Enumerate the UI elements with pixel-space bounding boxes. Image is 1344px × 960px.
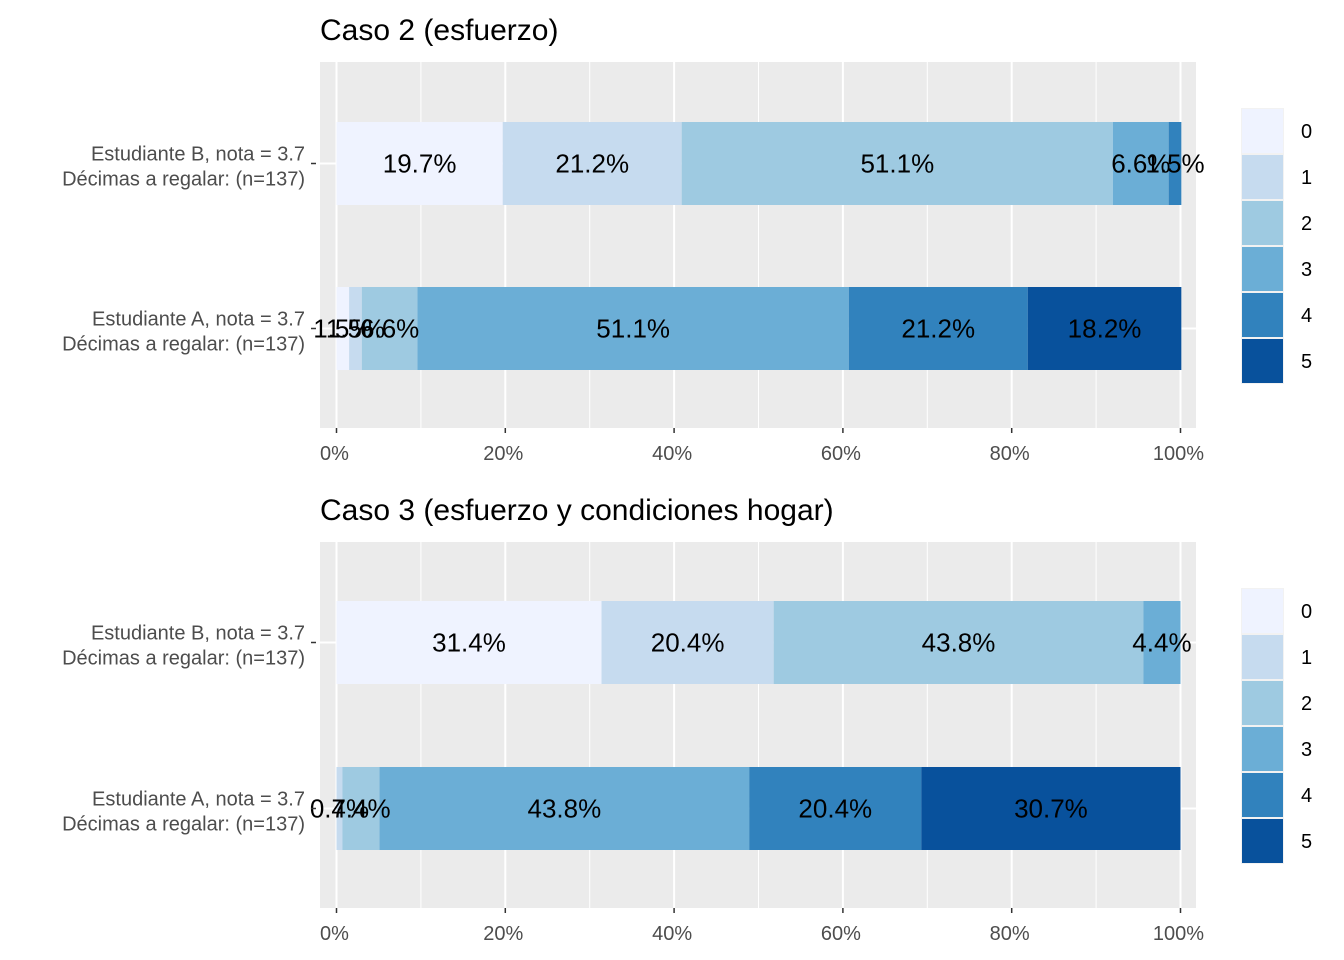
legend-label: 4: [1301, 305, 1312, 327]
legend: 0 1 2 3 4 5: [1241, 108, 1312, 384]
bar-segment: [1143, 601, 1181, 684]
bar-segment: [773, 601, 1144, 684]
chart-panel-1: Caso 2 (esfuerzo)19.7% 21.2% 51.1% 6.6%1.5%…: [62, 14, 1312, 465]
bar-segment: [342, 767, 380, 850]
bar-label: 4.4%: [1132, 628, 1191, 658]
category-label: Décimas a regalar: (n=137): [62, 169, 305, 191]
legend-swatch: [1242, 155, 1283, 199]
legend: 0 1 2 3 4 5: [1241, 588, 1312, 864]
legend-swatch: [1242, 247, 1283, 291]
bar-label: 6.6%: [360, 314, 419, 344]
bar-segment: [502, 122, 682, 205]
legend-swatch: [1242, 109, 1283, 153]
bar-segment: [848, 287, 1028, 370]
bar-segment: [349, 287, 362, 370]
bar-label: 6.6%: [1111, 149, 1170, 179]
x-tick-label: 80%: [990, 443, 1030, 465]
x-tick-label: 60%: [821, 443, 861, 465]
bar-segment: [681, 122, 1113, 205]
bar-segment: [336, 287, 350, 370]
bar-segment: [336, 601, 602, 684]
legend-swatch: [1242, 589, 1283, 633]
bar-label: 1.5%: [1145, 149, 1204, 179]
bar-label: 21.2%: [901, 314, 975, 344]
chart-title: Caso 3 (esfuerzo y condiciones hogar): [320, 494, 834, 527]
bar-segment: [1168, 122, 1182, 205]
bar-label: 18.2%: [1068, 314, 1142, 344]
x-tick-label: 80%: [990, 923, 1030, 945]
bar-segment: [379, 767, 750, 850]
bar-label: 19.7%: [383, 149, 457, 179]
category-label: Estudiante B, nota = 3.7: [91, 623, 305, 645]
bar-label: 4.4%: [331, 794, 390, 824]
bar-label: 51.1%: [596, 314, 670, 344]
x-tick-label: 100%: [1153, 923, 1204, 945]
legend-label: 2: [1301, 693, 1312, 715]
bar-label: 21.2%: [555, 149, 629, 179]
category-label: Estudiante A, nota = 3.7: [92, 309, 305, 331]
legend-label: 2: [1301, 213, 1312, 235]
x-tick-label: 100%: [1153, 443, 1204, 465]
x-tick-label: 20%: [483, 923, 523, 945]
legend-swatch: [1242, 293, 1283, 337]
legend-swatch: [1242, 635, 1283, 679]
legend-swatch: [1242, 727, 1283, 771]
x-tick-label: 20%: [483, 443, 523, 465]
bar-segment: [336, 767, 343, 850]
category-label: Estudiante A, nota = 3.7: [92, 789, 305, 811]
x-tick-label: 0%: [320, 443, 349, 465]
legend-label: 5: [1301, 351, 1312, 373]
bar-label: 0.7%: [310, 794, 369, 824]
chart-panel-2: Caso 3 (esfuerzo y condiciones hogar) 31.…: [62, 494, 1312, 945]
legend-label: 0: [1301, 601, 1312, 623]
legend-label: 3: [1301, 739, 1312, 761]
legend-swatch: [1242, 201, 1283, 245]
legend-swatch: [1242, 339, 1283, 383]
bar-label: 30.7%: [1014, 794, 1088, 824]
category-label: Décimas a regalar: (n=137): [62, 648, 305, 670]
bar-segment: [1027, 287, 1182, 370]
category-label: Décimas a regalar: (n=137): [62, 814, 305, 836]
bar-segment: [361, 287, 418, 370]
legend-label: 3: [1301, 259, 1312, 281]
bar-segment: [921, 767, 1181, 850]
bar-label: 1.5%: [326, 314, 385, 344]
bar-segment: [1112, 122, 1169, 205]
legend-label: 4: [1301, 785, 1312, 807]
chart-title: Caso 2 (esfuerzo): [320, 14, 558, 47]
legend-label: 1: [1301, 647, 1312, 669]
category-label: Décimas a regalar: (n=137): [62, 334, 305, 356]
bar-segment: [336, 122, 503, 205]
bar-label: 20.4%: [798, 794, 872, 824]
bar-label: 31.4%: [432, 628, 506, 658]
legend-swatch: [1242, 681, 1283, 725]
x-tick-label: 60%: [821, 923, 861, 945]
legend-label: 1: [1301, 167, 1312, 189]
bar-label: 51.1%: [860, 149, 934, 179]
legend-label: 5: [1301, 831, 1312, 853]
x-tick-label: 40%: [652, 923, 692, 945]
bar-label: 20.4%: [651, 628, 725, 658]
legend-swatch: [1242, 773, 1283, 817]
bar-label: 43.8%: [922, 628, 996, 658]
bar-segment: [749, 767, 922, 850]
legend-swatch: [1242, 819, 1283, 863]
bar-label: 43.8%: [528, 794, 602, 824]
legend-label: 0: [1301, 121, 1312, 143]
x-tick-label: 40%: [652, 443, 692, 465]
bar-label: 1.5%: [313, 314, 372, 344]
category-label: Estudiante B, nota = 3.7: [91, 144, 305, 166]
bar-segment: [417, 287, 849, 370]
x-tick-label: 0%: [320, 923, 349, 945]
bar-segment: [601, 601, 774, 684]
